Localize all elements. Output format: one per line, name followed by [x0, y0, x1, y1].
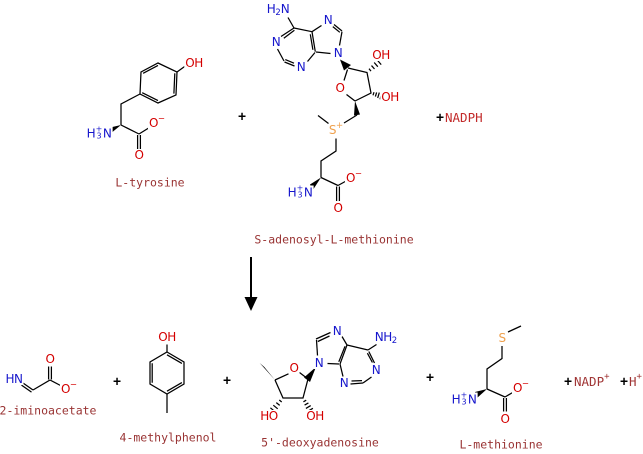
sam-name: S-adenosyl-L-methionine: [254, 232, 414, 247]
tyrosine-ammonium-label: H +3 N: [85, 124, 113, 140]
plus-operator-1: +: [238, 109, 246, 125]
iminoacetate-structure: [21, 366, 61, 393]
plus-operator-3: +: [113, 374, 121, 390]
sam-adenine-n3-label: N: [295, 60, 307, 74]
h-plus-label: H +: [629, 372, 642, 389]
tyrosine-structure: [108, 62, 187, 149]
iminoacetate-imine-label: HN: [4, 372, 24, 386]
methionine-ammonium-label: H +3 N: [450, 390, 478, 406]
methylphenol-hydroxyl-label: OH: [157, 330, 177, 344]
plus-operator-5: +: [426, 370, 434, 386]
sam-adenine-n7-label: N: [322, 13, 334, 27]
sam-ammonium-label: H +3 N: [286, 183, 314, 199]
deoxyadenosine-name: 5'-deoxyadenosine: [261, 435, 379, 450]
sam-carboxylate-ominus-label: O −: [344, 169, 364, 185]
methionine-ominus-label: O −: [511, 379, 531, 395]
iminoacetate-carbonyl-o-label: O: [44, 352, 56, 366]
methylphenol-structure: [149, 344, 185, 413]
deoxyadenosine-ribose-o4-label: O: [288, 361, 300, 375]
sam-adenine-n1-label: N: [270, 35, 282, 49]
tyrosine-carboxylate-ominus-label: O −: [147, 114, 167, 130]
plus-operator-4: +: [223, 373, 231, 389]
deoxyadenosine-structure: [259, 331, 377, 413]
iminoacetate-ominus-label: O −: [59, 380, 79, 396]
iminoacetate-name: 2-iminoacetate: [0, 403, 97, 418]
deoxyadenosine-n3-label: N: [338, 376, 350, 390]
sam-structure: [276, 17, 383, 201]
deoxyadenosine-n1-label: N: [370, 363, 382, 377]
tyrosine-name: L-tyrosine: [115, 175, 185, 190]
nadph-label: NADPH: [445, 110, 483, 125]
methionine-sulfur-label: S: [497, 331, 507, 345]
plus-operator-2: +: [436, 110, 444, 126]
deoxyadenosine-n9-label: N: [313, 356, 325, 370]
methylphenol-name: 4-methylphenol: [119, 430, 217, 445]
sam-ribose-o4-label: O: [334, 81, 346, 95]
nadp-plus-label: NADP +: [574, 372, 610, 389]
plus-operator-7: +: [620, 374, 628, 390]
sam-adenine-n9-label: N: [332, 46, 344, 60]
deoxyadenosine-n7-label: N: [331, 324, 343, 338]
sam-ribose-c3-oh-label: OH: [380, 90, 400, 104]
plus-operator-6: +: [564, 374, 572, 390]
tyrosine-hydroxyl-label: OH: [184, 56, 204, 70]
reaction-arrow: [244, 257, 258, 311]
tyrosine-carbonyl-o-label: O: [133, 148, 145, 162]
sam-carbonyl-o-label: O: [332, 201, 344, 215]
methionine-carbonyl-o-label: O: [499, 412, 511, 426]
sam-sulfonium-label: S +: [327, 121, 345, 137]
deoxyadenosine-c2-oh-label: OH: [305, 409, 325, 423]
methionine-structure: [475, 325, 522, 412]
deoxyadenosine-c3-ho-label: HO: [259, 409, 279, 423]
methionine-name: L-methionine: [459, 437, 543, 452]
sam-ribose-c2-oh-label: OH: [371, 48, 391, 62]
